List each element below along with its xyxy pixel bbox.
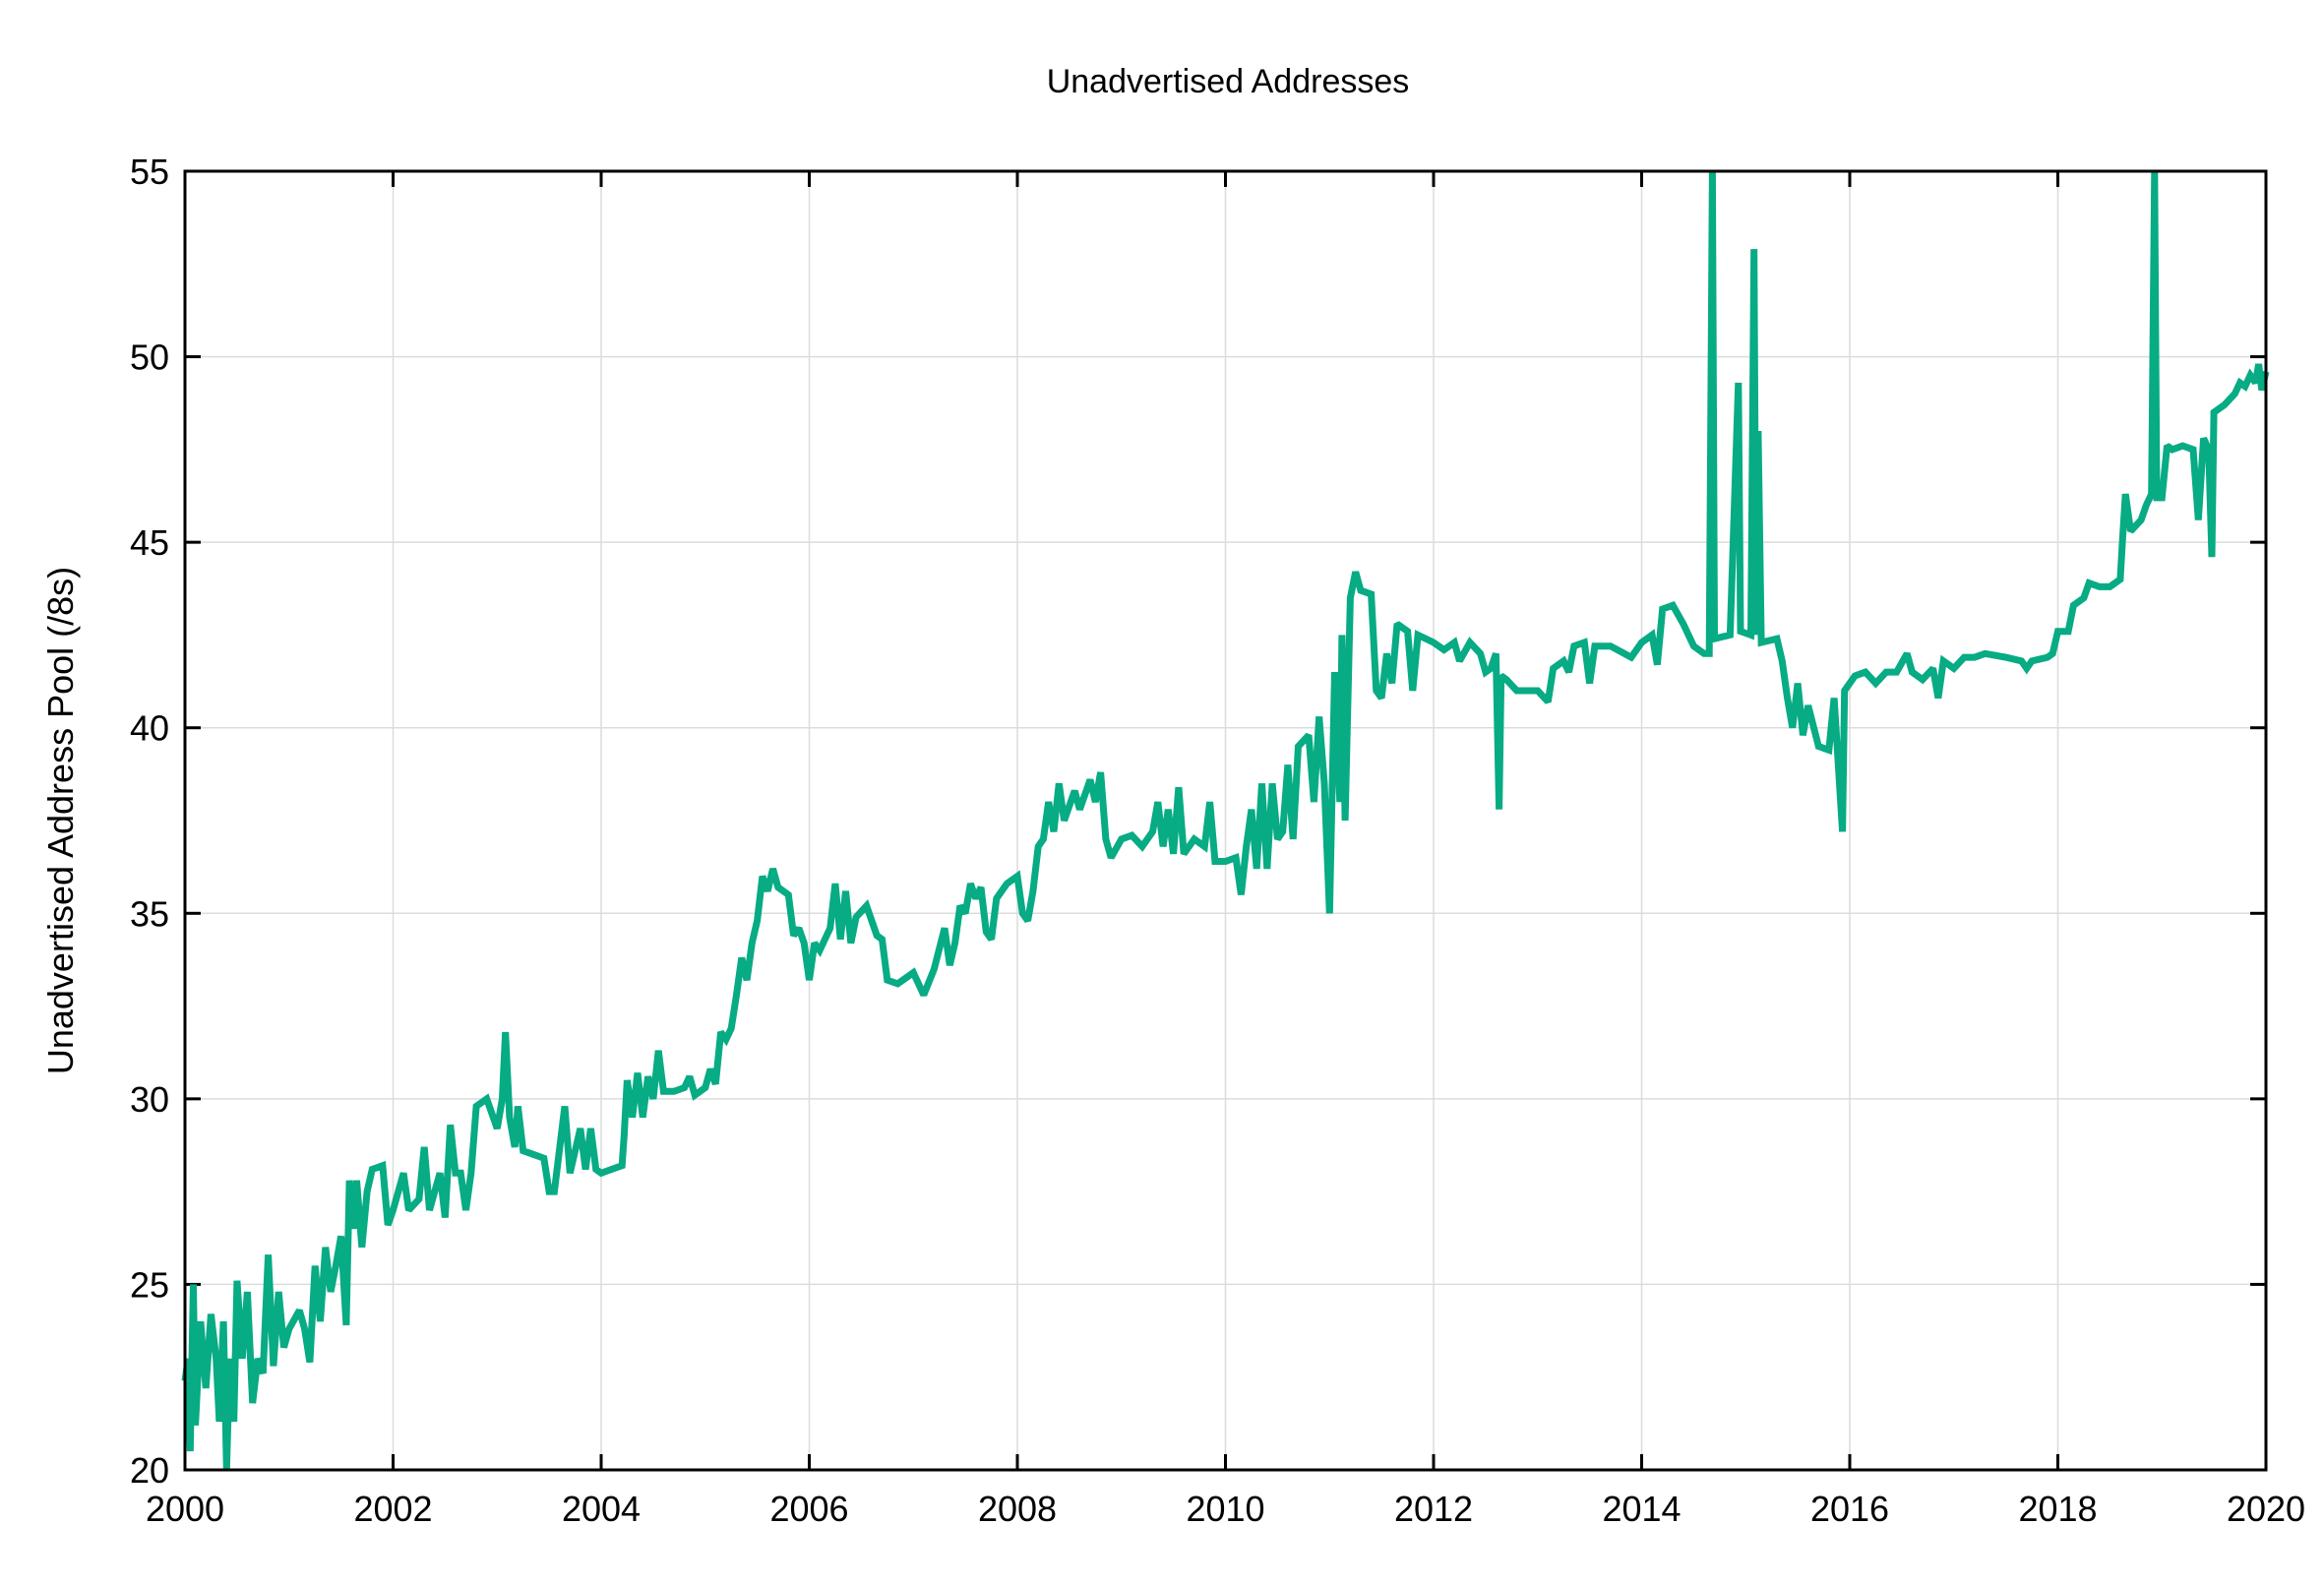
y-tick-label: 20	[130, 1450, 169, 1491]
chart-title: Unadvertised Addresses	[1047, 63, 1410, 100]
x-tick-label: 2004	[562, 1489, 641, 1529]
axis-ticks: 2000 2002 2004 2006 2008 2010 2012 2014 2016 2018…	[130, 152, 2305, 1529]
y-tick-label: 25	[130, 1264, 169, 1305]
series-layer	[181, 170, 2270, 1471]
x-tick-label: 2016	[1810, 1489, 1889, 1529]
x-tick-label: 2012	[1394, 1489, 1473, 1529]
plot-frame	[183, 169, 2268, 1472]
x-tick-label: 2018	[2018, 1489, 2097, 1529]
gridlines	[184, 170, 2267, 1471]
y-tick-label: 30	[130, 1079, 169, 1120]
y-tick-label: 40	[130, 708, 169, 749]
y-tick-label: 35	[130, 893, 169, 934]
x-tick-label: 2006	[769, 1489, 848, 1529]
x-tick-label: 2010	[1186, 1489, 1264, 1529]
y-tick-label: 50	[130, 337, 169, 378]
x-tick-label: 2008	[978, 1489, 1057, 1529]
y-axis-label: Unadvertised Address Pool (/8s)	[40, 567, 81, 1074]
y-tick-label: 45	[130, 522, 169, 563]
x-tick-label: 2000	[146, 1489, 224, 1529]
y-tick-label: 55	[130, 152, 169, 192]
x-tick-label: 2002	[353, 1489, 432, 1529]
x-tick-label: 2020	[2227, 1489, 2305, 1529]
series-line-unadvertised-addresses	[181, 170, 2270, 1471]
x-tick-label: 2014	[1602, 1489, 1681, 1529]
